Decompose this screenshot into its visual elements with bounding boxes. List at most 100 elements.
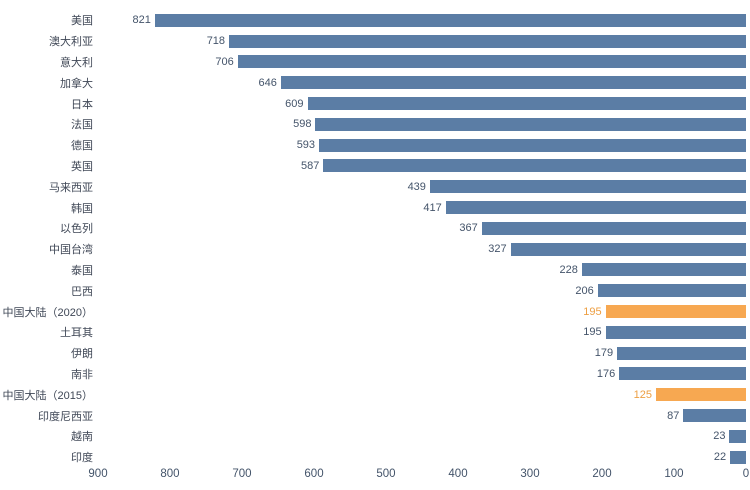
bar-plot-area: 598 bbox=[98, 114, 746, 135]
bar-row: 德国 593 bbox=[0, 135, 746, 156]
bar-plot-area: 23 bbox=[98, 426, 746, 447]
value-label: 718 bbox=[206, 35, 226, 48]
bar-row: 伊朗 179 bbox=[0, 343, 746, 364]
bar bbox=[445, 201, 746, 215]
bar bbox=[429, 180, 746, 194]
bar bbox=[605, 325, 746, 339]
category-label: 意大利 bbox=[60, 56, 93, 69]
value-label: 327 bbox=[488, 243, 507, 256]
bar-plot-area: 593 bbox=[98, 135, 746, 156]
category-label: 土耳其 bbox=[60, 327, 93, 340]
value-label: 609 bbox=[285, 97, 304, 110]
bar bbox=[229, 34, 746, 48]
category-label: 中国大陆（2015） bbox=[2, 389, 93, 402]
value-label: 646 bbox=[258, 76, 277, 89]
bar-plot-area: 367 bbox=[98, 218, 746, 239]
bar-row: 泰国 228 bbox=[0, 260, 746, 281]
value-label: 593 bbox=[296, 139, 316, 152]
bar-plot-area: 706 bbox=[98, 52, 746, 73]
bar-rows: 美国 821 澳大利亚 718 意大利 706 加拿大 646 日本 609 法国 598 德国 593 英… bbox=[0, 10, 746, 468]
bar-plot-area: 587 bbox=[98, 156, 746, 177]
bar bbox=[315, 117, 746, 131]
value-label: 367 bbox=[459, 222, 478, 235]
bar-row: 印度 22 bbox=[0, 447, 746, 468]
bar-row: 印度尼西亚 87 bbox=[0, 405, 746, 426]
bar-plot-area: 179 bbox=[98, 343, 746, 364]
bar bbox=[323, 159, 746, 173]
category-label: 南非 bbox=[71, 368, 93, 381]
bar bbox=[319, 138, 746, 152]
bar-row: 法国 598 bbox=[0, 114, 746, 135]
value-label: 22 bbox=[713, 451, 727, 464]
x-axis-tick-label: 900 bbox=[88, 468, 108, 480]
category-label: 法国 bbox=[71, 119, 93, 132]
value-label: 598 bbox=[293, 118, 312, 131]
bar-row: 越南 23 bbox=[0, 426, 746, 447]
bar-row: 马来西亚 439 bbox=[0, 176, 746, 197]
x-axis-tick-label: 600 bbox=[304, 468, 324, 480]
x-axis-tick-label: 0 bbox=[742, 468, 750, 480]
bar-plot-area: 125 bbox=[98, 384, 746, 405]
value-label: 439 bbox=[407, 180, 426, 193]
bar bbox=[481, 221, 746, 235]
category-label: 德国 bbox=[71, 140, 93, 153]
category-label: 中国台湾 bbox=[49, 244, 93, 257]
x-axis-tick-label: 700 bbox=[232, 468, 252, 480]
bar bbox=[617, 346, 746, 360]
bar-plot-area: 22 bbox=[98, 447, 746, 468]
category-label: 中国大陆（2020） bbox=[2, 306, 93, 319]
category-label: 越南 bbox=[71, 431, 93, 444]
bar-row: 巴西 206 bbox=[0, 280, 746, 301]
bar-plot-area: 327 bbox=[98, 239, 746, 260]
value-label: 206 bbox=[575, 284, 594, 297]
value-label: 125 bbox=[633, 388, 652, 401]
category-label: 英国 bbox=[71, 160, 93, 173]
value-label: 228 bbox=[559, 263, 578, 276]
category-label: 澳大利亚 bbox=[49, 36, 93, 49]
category-label: 韩国 bbox=[71, 202, 93, 215]
value-label: 87 bbox=[667, 409, 680, 422]
bar-plot-area: 195 bbox=[98, 301, 746, 322]
bar-plot-area: 195 bbox=[98, 322, 746, 343]
x-axis: 900 800 700 600 500 400 300 200 100 0 bbox=[88, 468, 750, 488]
bar bbox=[581, 263, 746, 277]
bar-plot-area: 176 bbox=[98, 364, 746, 385]
bar-row: 中国大陆（2020） 195 bbox=[0, 301, 746, 322]
value-label: 706 bbox=[215, 55, 234, 68]
category-label: 加拿大 bbox=[60, 77, 93, 90]
bar-plot-area: 417 bbox=[98, 197, 746, 218]
x-axis-tick-label: 400 bbox=[448, 468, 468, 480]
bar-row: 土耳其 195 bbox=[0, 322, 746, 343]
bar-highlighted bbox=[656, 388, 746, 402]
bar-row: 意大利 706 bbox=[0, 52, 746, 73]
bar bbox=[729, 429, 746, 443]
bar bbox=[307, 97, 746, 111]
value-label: 195 bbox=[583, 326, 602, 339]
bar bbox=[619, 367, 746, 381]
bar-plot-area: 87 bbox=[98, 405, 746, 426]
value-label: 179 bbox=[594, 347, 614, 360]
bar-plot-area: 439 bbox=[98, 176, 746, 197]
bar-row: 英国 587 bbox=[0, 156, 746, 177]
x-axis-tick-label: 800 bbox=[160, 468, 180, 480]
value-label: 587 bbox=[301, 159, 320, 172]
bar bbox=[597, 284, 746, 298]
bar bbox=[280, 76, 746, 90]
category-label: 伊朗 bbox=[71, 348, 93, 361]
value-label: 23 bbox=[713, 430, 726, 443]
x-axis-tick-label: 300 bbox=[520, 468, 540, 480]
bar-plot-area: 206 bbox=[98, 280, 746, 301]
value-label: 176 bbox=[596, 367, 616, 380]
category-label: 马来西亚 bbox=[49, 181, 93, 194]
bar bbox=[683, 409, 746, 423]
bar-row: 澳大利亚 718 bbox=[0, 31, 746, 52]
bar-row: 南非 176 bbox=[0, 364, 746, 385]
category-label: 印度 bbox=[71, 452, 93, 465]
bar-plot-area: 646 bbox=[98, 72, 746, 93]
bar-row: 日本 609 bbox=[0, 93, 746, 114]
category-label: 巴西 bbox=[71, 285, 93, 298]
bar bbox=[730, 450, 746, 464]
bar-plot-area: 821 bbox=[98, 10, 746, 31]
bar-plot-area: 609 bbox=[98, 93, 746, 114]
category-label: 日本 bbox=[71, 98, 93, 111]
